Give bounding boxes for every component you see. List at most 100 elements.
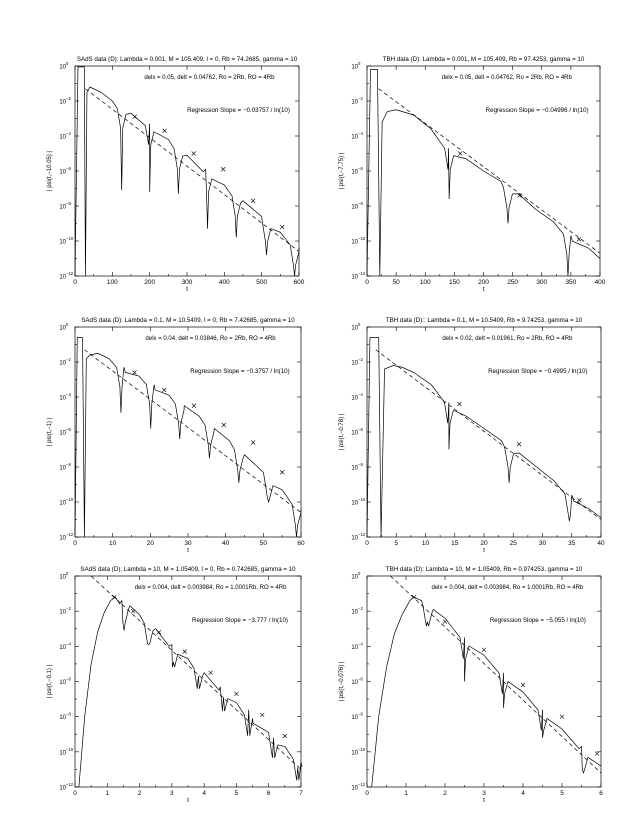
y-tick-label: 10 (351, 205, 358, 211)
peak-marker (191, 151, 196, 156)
x-tick-label: 30 (539, 540, 547, 547)
y-tick-exponent: −2 (358, 96, 363, 101)
x-tick-label: 400 (219, 279, 230, 286)
slope-annotation: Regression Slope = −0.04996 / ln(10) (486, 107, 589, 114)
x-tick-label: 50 (393, 279, 401, 286)
chart-panel-3: SAdS data (D): Lambda = 0.1, M = 10.5409… (47, 317, 305, 554)
y-axis-label: | psi(t,−7.75) | (339, 152, 345, 189)
x-axis-label: t (483, 797, 485, 804)
y-tick-label: 10 (59, 645, 66, 651)
x-tick-label: 300 (536, 279, 547, 286)
y-tick-exponent: −6 (358, 427, 363, 432)
x-tick-label: 250 (507, 279, 518, 286)
y-tick-exponent: −4 (66, 392, 71, 397)
y-tick-exponent: −2 (66, 357, 71, 362)
params-annotation: delx = 0.05, delt = 0.04762, Ro = 2Rb, R… (442, 75, 573, 81)
plot-frame (366, 326, 602, 538)
y-tick-label: 10 (351, 645, 358, 651)
y-tick-exponent: −10 (66, 747, 74, 752)
y-tick-label: 10 (59, 275, 66, 281)
chart-panel-1: SAdS data (D): Lambda = 0.001, M = 105.4… (47, 56, 305, 293)
x-tick-label: 200 (144, 279, 155, 286)
y-tick-label: 10 (351, 786, 358, 792)
y-tick-label: 10 (59, 361, 66, 367)
peak-marker (279, 470, 285, 475)
y-tick-label: 10 (351, 326, 358, 332)
peak-marker (517, 193, 522, 198)
chart-title: TBH data (D):: Lambda = 0.1, M = 10.5409… (386, 317, 583, 324)
y-tick-exponent: −2 (66, 606, 71, 611)
y-tick-exponent: −10 (358, 236, 366, 241)
regression-line (84, 349, 302, 513)
y-tick-exponent: −2 (358, 606, 363, 611)
slope-annotation: Regression Slope = −5.055 / ln(10) (490, 617, 586, 624)
peak-marker (577, 498, 582, 503)
y-tick-exponent: −10 (358, 497, 366, 502)
y-tick-label: 10 (59, 501, 66, 507)
psi-curve (74, 337, 302, 538)
x-tick-label: 300 (182, 279, 193, 286)
peak-marker (162, 387, 167, 393)
peak-marker (516, 442, 522, 447)
y-tick-label: 10 (351, 275, 358, 281)
peak-marker (221, 422, 226, 428)
y-tick-label: 10 (351, 501, 358, 507)
peak-marker (442, 619, 448, 624)
psi-curve (371, 596, 602, 788)
peak-marker (234, 691, 239, 697)
y-tick-label: 10 (351, 750, 358, 756)
peak-marker (457, 151, 463, 156)
y-tick-exponent: −10 (66, 236, 74, 241)
y-tick-label: 10 (59, 205, 66, 211)
x-tick-label: 6 (267, 790, 271, 797)
x-tick-label: 10 (422, 540, 430, 547)
x-tick-label: 7 (299, 790, 303, 797)
y-tick-label: 10 (59, 135, 66, 141)
plot-frame (74, 575, 302, 788)
y-tick-label: 10 (351, 466, 358, 472)
x-tick-label: 400 (595, 279, 606, 286)
y-tick-label: 10 (351, 135, 358, 141)
x-tick-label: 20 (480, 540, 488, 547)
y-tick-exponent: −8 (358, 201, 363, 206)
x-tick-label: 3 (482, 790, 486, 797)
regression-line (378, 88, 601, 254)
x-tick-label: 30 (184, 540, 192, 547)
y-tick-exponent: −6 (66, 166, 71, 171)
y-tick-label: 10 (59, 466, 66, 472)
peak-marker (208, 670, 213, 675)
y-tick-label: 10 (351, 170, 358, 176)
y-tick-exponent: −8 (358, 462, 363, 467)
y-tick-label: 10 (351, 431, 358, 437)
psi-curve (366, 69, 601, 277)
y-tick-label: 10 (59, 65, 66, 71)
x-tick-label: 10 (109, 540, 117, 547)
peak-marker (282, 733, 288, 739)
x-tick-label: 2 (443, 790, 447, 797)
chart-title: SAdS data (D): Lambda = 10, M = 1.05409,… (80, 566, 296, 573)
x-tick-label: 60 (297, 540, 305, 547)
y-tick-label: 10 (351, 575, 358, 581)
y-tick-label: 10 (59, 396, 66, 402)
slope-annotation: Regression Slope = −3.777 / ln(10) (192, 617, 288, 624)
peak-marker (250, 440, 256, 445)
peak-marker (594, 751, 600, 756)
params-annotation: delx = 0.004, delt = 0.003984, Ro = 1.00… (135, 585, 287, 591)
peak-marker (156, 630, 162, 635)
peak-marker (191, 403, 197, 408)
peak-marker (576, 237, 582, 242)
y-tick-label: 10 (59, 326, 66, 332)
peak-marker (132, 370, 137, 375)
y-tick-label: 10 (59, 431, 66, 437)
x-tick-label: 20 (147, 540, 155, 547)
peak-marker (112, 594, 117, 600)
x-tick-label: 4 (521, 790, 525, 797)
peak-marker (411, 594, 417, 600)
peak-marker (520, 682, 526, 688)
x-axis-label: t (186, 286, 188, 293)
y-tick-label: 10 (59, 715, 66, 721)
chart-title: SAdS data (D): Lambda = 0.001, M = 105.4… (77, 56, 298, 63)
slope-annotation: Regression Slope = −0.03757 / ln(10) (187, 107, 290, 114)
y-axis-label: | psi(t,−0.78) | (339, 413, 345, 450)
